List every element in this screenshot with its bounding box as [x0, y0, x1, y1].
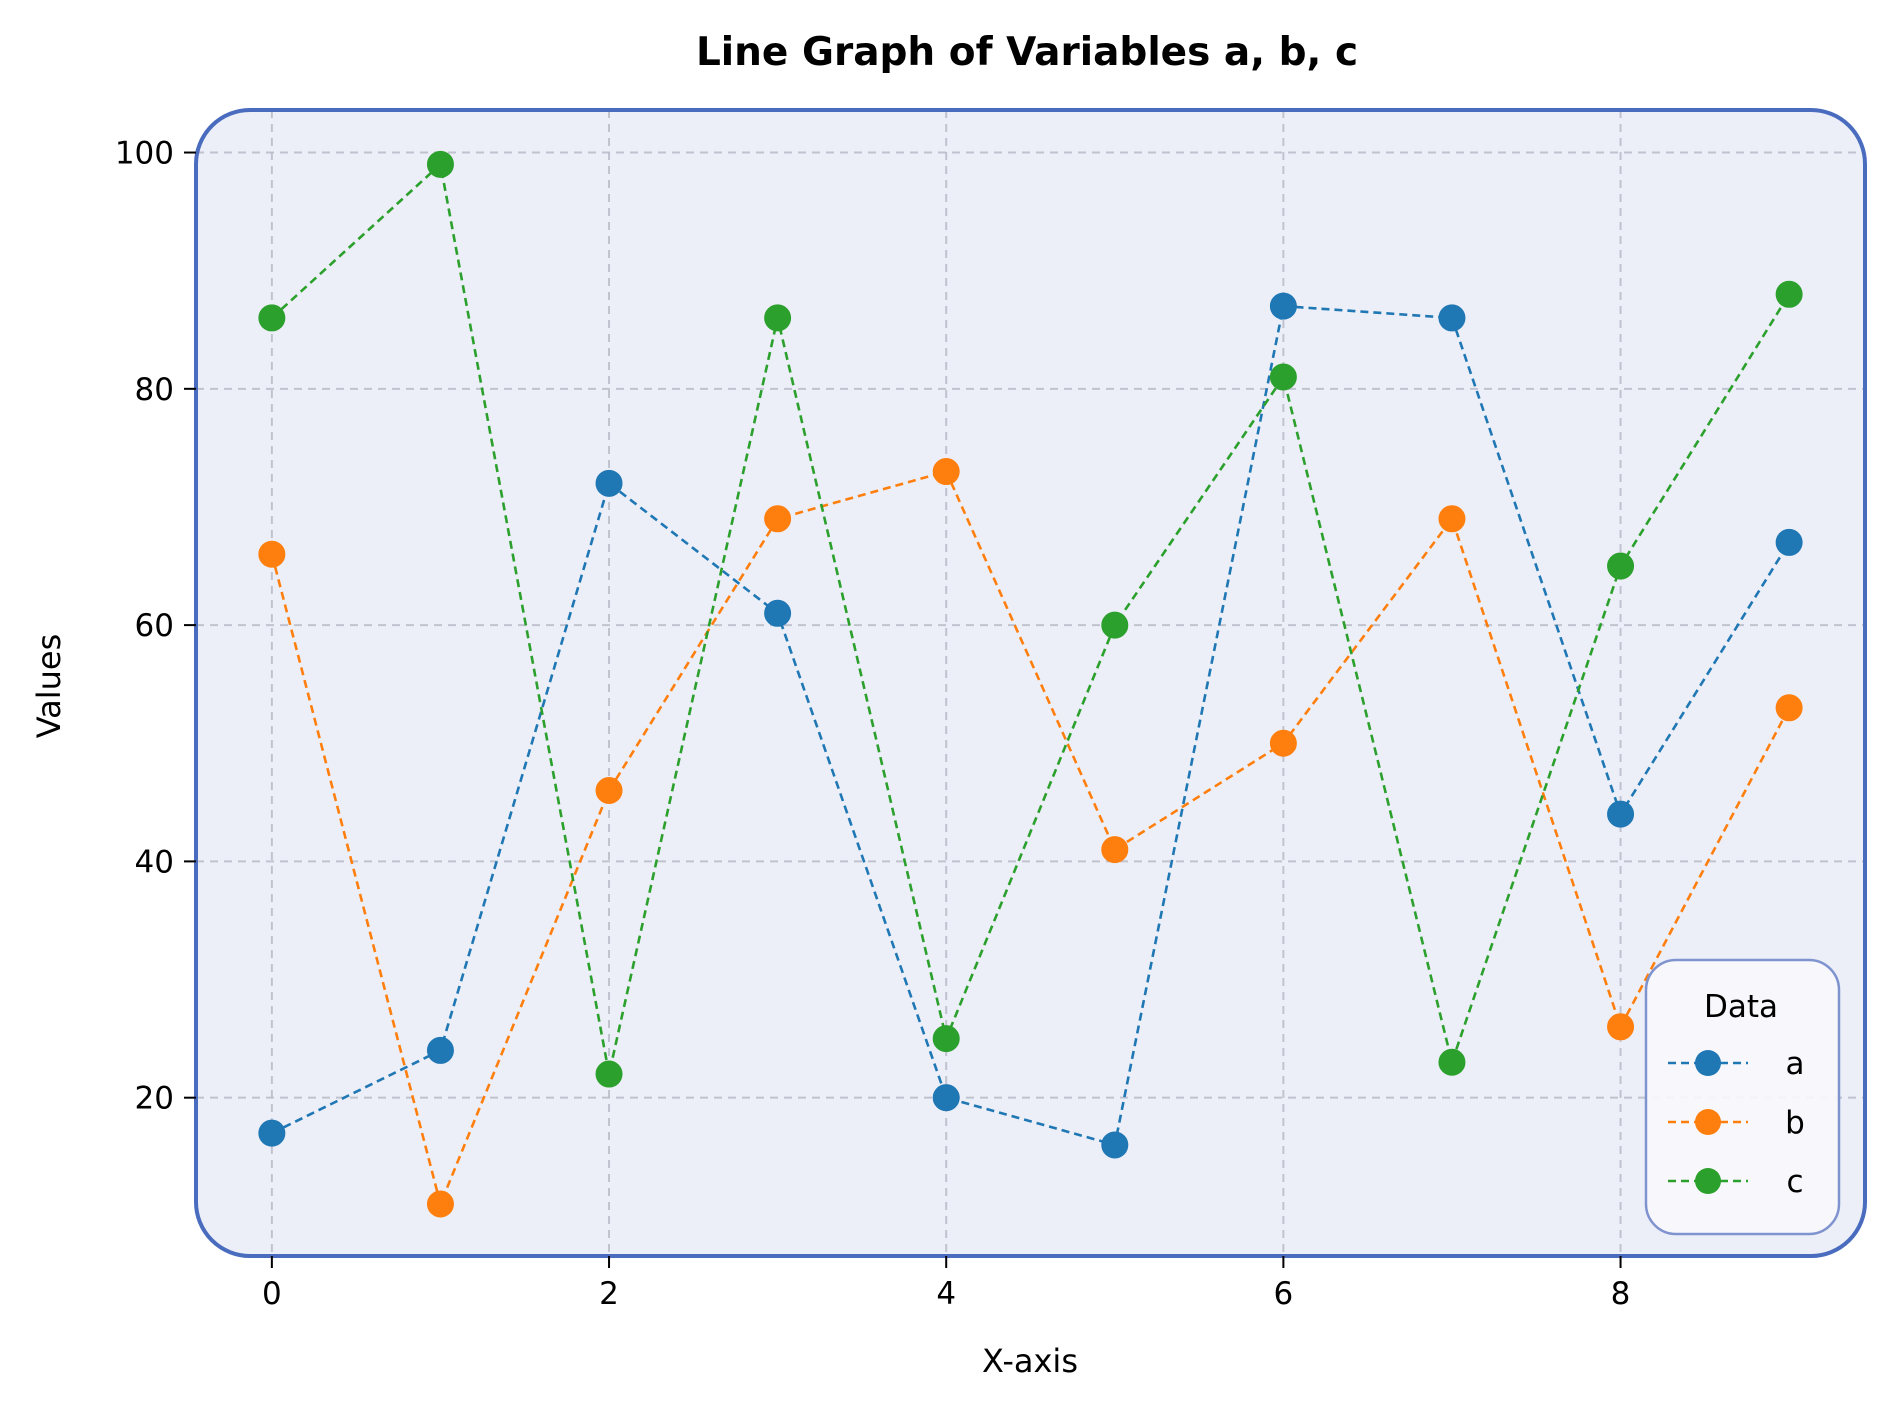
data-point-c-1: [426, 150, 454, 178]
data-point-b-2: [595, 777, 623, 805]
data-point-c-2: [595, 1060, 623, 1088]
data-point-b-4: [932, 458, 960, 486]
data-point-a-2: [595, 469, 623, 497]
data-point-b-8: [1607, 1013, 1635, 1041]
legend: Data abc: [1644, 958, 1841, 1236]
data-point-c-3: [764, 304, 792, 332]
y-tick-label: 100: [115, 136, 174, 172]
legend-item-b: b: [1668, 1105, 1805, 1141]
y-axis-label: Values: [30, 634, 68, 739]
data-point-a-0: [258, 1119, 286, 1147]
data-point-b-3: [764, 505, 792, 533]
x-tick-label: 6: [1274, 1276, 1294, 1312]
legend-swatch-marker: [1695, 1050, 1721, 1076]
legend-label-c: c: [1786, 1164, 1803, 1200]
y-tick-label: 60: [135, 608, 174, 644]
legend-label-b: b: [1785, 1105, 1805, 1141]
y-tick-label: 80: [135, 372, 174, 408]
data-point-a-4: [932, 1084, 960, 1112]
series-a-line: [271, 304, 1791, 1147]
data-point-c-8: [1607, 552, 1635, 580]
series-b-line: [270, 469, 1791, 1209]
legend-item-c: c: [1668, 1164, 1804, 1200]
x-axis-label: X-axis: [982, 1342, 1078, 1380]
data-point-c-6: [1269, 363, 1297, 391]
data-point-a-6: [1269, 292, 1297, 320]
data-point-b-5: [1101, 836, 1129, 864]
data-point-a-3: [764, 599, 792, 627]
plot-area: [196, 110, 1865, 1256]
data-point-a-5: [1101, 1131, 1129, 1159]
data-point-c-7: [1438, 1048, 1466, 1076]
chart-title: Line Graph of Variables a, b, c: [696, 30, 1358, 75]
data-point-b-1: [426, 1190, 454, 1218]
data-point-c-5: [1101, 611, 1129, 639]
x-tick-label: 2: [599, 1276, 619, 1312]
data-point-c-9: [1775, 280, 1803, 308]
legend-label-a: a: [1786, 1046, 1805, 1082]
y-axis-ticks: 20 40 60 80 100: [115, 136, 196, 1117]
series-c: [258, 150, 1803, 1088]
series-layer: [258, 150, 1803, 1218]
y-tick-label: 40: [135, 844, 174, 880]
data-point-c-0: [258, 304, 286, 332]
data-point-a-7: [1438, 304, 1466, 332]
legend-box: [1644, 958, 1841, 1236]
legend-item-a: a: [1668, 1046, 1805, 1082]
x-tick-label: 8: [1611, 1276, 1631, 1312]
data-point-c-4: [932, 1025, 960, 1053]
data-point-b-7: [1438, 505, 1466, 533]
data-point-a-9: [1775, 528, 1803, 556]
legend-title: Data: [1704, 989, 1778, 1025]
data-point-a-8: [1607, 800, 1635, 828]
series-b: [258, 458, 1803, 1218]
x-axis-ticks: 0 2 4 6 8: [262, 1256, 1630, 1312]
legend-swatch-marker: [1695, 1168, 1721, 1194]
y-tick-label: 20: [135, 1081, 174, 1117]
data-point-a-1: [426, 1036, 454, 1064]
legend-swatch-marker: [1695, 1109, 1721, 1135]
data-point-b-9: [1775, 694, 1803, 722]
legend-items: abc: [1668, 1046, 1805, 1200]
x-tick-label: 4: [936, 1276, 956, 1312]
series-c-line: [270, 161, 1791, 1075]
series-a: [258, 292, 1803, 1159]
plot-border: [194, 108, 1867, 1258]
x-tick-label: 0: [262, 1276, 282, 1312]
data-point-b-6: [1269, 729, 1297, 757]
data-point-b-0: [258, 540, 286, 568]
